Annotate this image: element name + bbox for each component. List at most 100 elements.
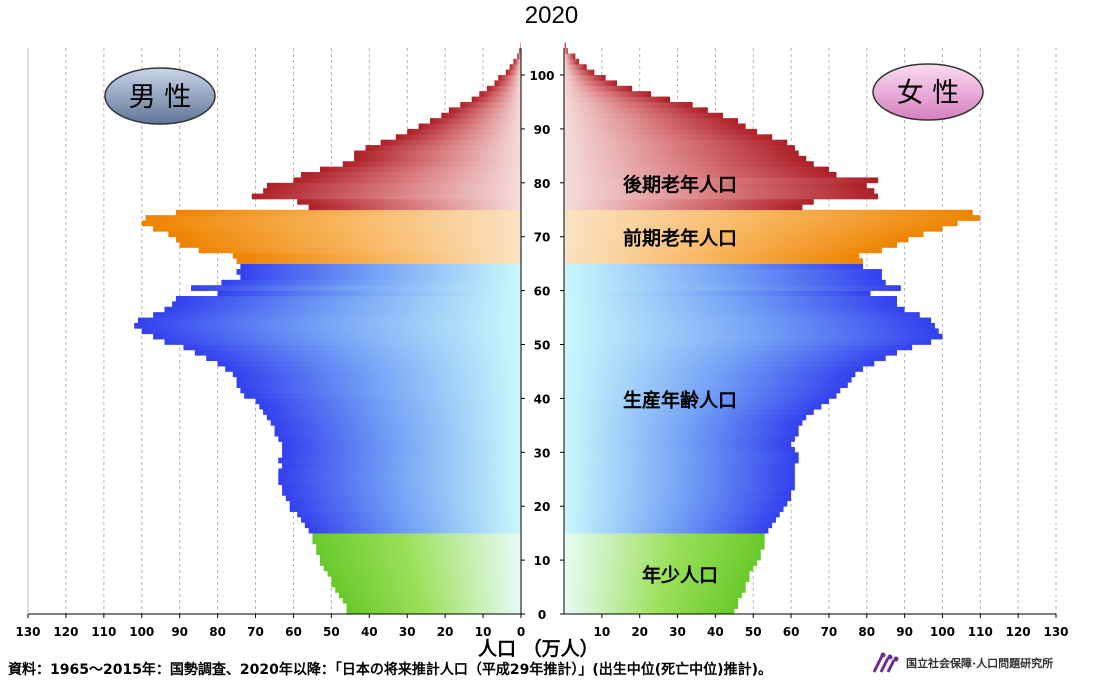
female-bar <box>564 123 746 130</box>
female-bars <box>564 42 981 615</box>
x-tick-label: 50 <box>323 625 340 639</box>
male-bar <box>494 80 521 87</box>
x-tick-label: 120 <box>53 625 78 639</box>
institute-logo-icon <box>872 652 899 673</box>
female-bar <box>564 457 799 464</box>
female-bar <box>564 231 924 238</box>
female-bar <box>564 339 932 345</box>
male-bar <box>505 69 521 76</box>
male-bar <box>289 506 521 512</box>
axes <box>27 48 1056 615</box>
male-bar <box>316 549 521 556</box>
female-bar <box>564 425 799 432</box>
female-bar <box>564 576 750 583</box>
male-bar <box>263 188 521 194</box>
female-bar <box>564 603 739 609</box>
male-bar <box>240 387 521 394</box>
male-bar <box>255 398 522 405</box>
age-group-label: 生産年齢人口 <box>623 388 737 411</box>
male-bar <box>304 522 521 529</box>
male-bar <box>217 290 521 297</box>
female-bar <box>564 182 867 189</box>
female-bar <box>564 225 943 232</box>
age-group-label: 前期老年人口 <box>623 227 737 250</box>
female-bar <box>564 193 879 200</box>
female-bar <box>564 565 754 572</box>
male-bar <box>232 371 522 378</box>
female-bar <box>564 592 742 599</box>
male-badge: 男 性 <box>104 67 216 125</box>
male-bar <box>232 252 522 259</box>
female-bar <box>564 209 973 216</box>
male-bar <box>278 479 521 485</box>
male-bar <box>134 322 521 329</box>
x-tick-label: 80 <box>858 625 875 639</box>
male-bar <box>327 570 521 577</box>
male-bar <box>278 468 521 475</box>
male-bar <box>206 355 521 362</box>
female-bar <box>564 263 863 270</box>
female-bar <box>564 118 739 124</box>
male-bar <box>137 317 521 324</box>
female-bar <box>564 468 795 475</box>
institute-logo-text: 国立社会保障·人口問題研究所 <box>906 657 1054 670</box>
y-tick-label: 80 <box>534 177 551 191</box>
x-tick-label: 10 <box>593 625 610 639</box>
male-bar <box>240 263 521 270</box>
x-tick-label: 50 <box>745 625 762 639</box>
female-bar <box>564 522 773 529</box>
male-bar <box>282 446 521 453</box>
male-bar <box>221 279 521 286</box>
male-bar <box>320 554 521 561</box>
male-bar <box>175 236 521 243</box>
female-bar <box>564 463 795 469</box>
female-bar <box>564 490 792 496</box>
male-bar <box>519 48 521 54</box>
male-bar <box>236 382 522 388</box>
y-tick-label: 40 <box>534 392 551 406</box>
male-bar <box>354 150 521 157</box>
female-bar <box>564 85 633 92</box>
female-bar <box>564 64 587 70</box>
male-bar <box>346 603 521 609</box>
female-bar <box>564 101 693 108</box>
x-tick-label: 80 <box>209 625 226 639</box>
tick-labels: 130 120 110 100 90 80 70 60 50 40 30 20 10 0 10 20 30 40 5… <box>15 69 1068 639</box>
female-bar <box>564 301 898 308</box>
x-tick-label: 90 <box>171 625 188 639</box>
male-bar <box>316 543 521 550</box>
female-bar <box>564 387 841 394</box>
x-tick-label: 100 <box>930 625 955 639</box>
male-bar <box>320 166 521 173</box>
female-bar <box>564 247 882 254</box>
female-bar <box>564 452 799 459</box>
female-bar <box>564 366 863 372</box>
x-tick-label: 110 <box>91 625 116 639</box>
female-bar <box>564 317 932 324</box>
male-bar <box>331 576 521 583</box>
male-bar <box>460 101 521 108</box>
female-bar <box>564 128 758 135</box>
male-bar <box>164 306 521 313</box>
male-bar <box>342 161 521 167</box>
male-bar <box>175 295 521 302</box>
female-bar <box>564 42 566 49</box>
female-bar <box>564 269 882 275</box>
female-bar <box>564 172 837 178</box>
x-tick-label: 30 <box>399 625 416 639</box>
female-bar <box>564 328 939 335</box>
male-bar <box>266 414 521 421</box>
male-bar <box>312 533 521 539</box>
male-bar <box>266 182 521 189</box>
female-bar <box>564 570 750 577</box>
male-bar <box>301 516 521 523</box>
male-bar <box>217 360 521 367</box>
female-bar <box>564 204 803 211</box>
female-bar <box>564 479 795 485</box>
female-bar <box>564 306 905 313</box>
male-bar <box>282 463 521 469</box>
female-bar <box>564 597 739 604</box>
male-bar <box>236 376 522 383</box>
male-bar <box>486 85 521 92</box>
